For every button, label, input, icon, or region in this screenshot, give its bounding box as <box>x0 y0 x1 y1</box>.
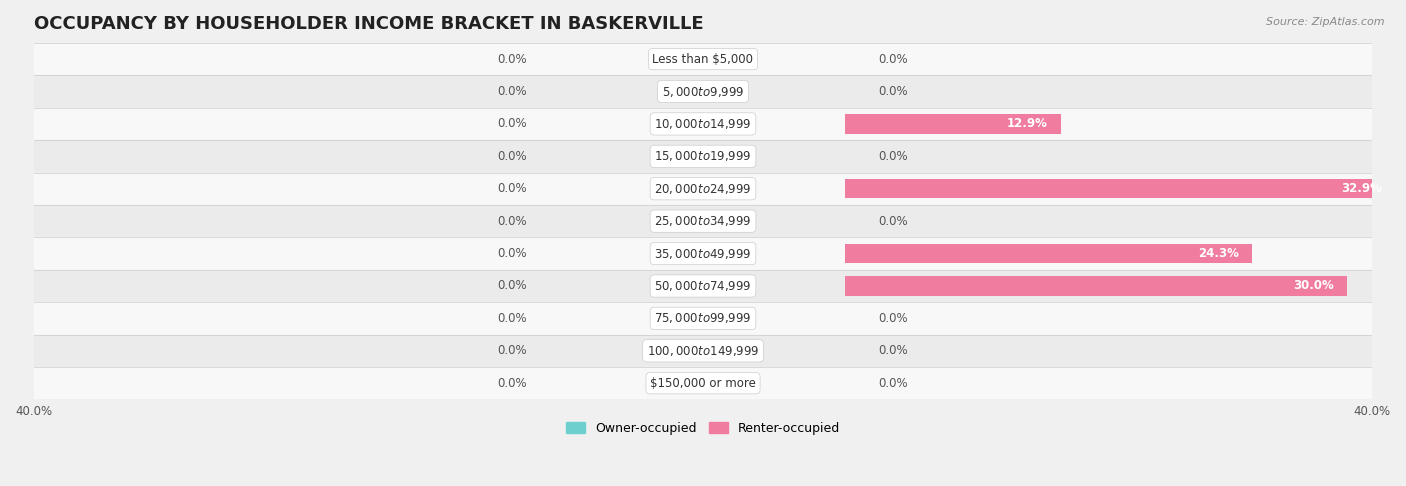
Text: 0.0%: 0.0% <box>879 312 908 325</box>
Text: $5,000 to $9,999: $5,000 to $9,999 <box>662 85 744 99</box>
Text: $10,000 to $14,999: $10,000 to $14,999 <box>654 117 752 131</box>
Bar <box>845 114 1062 134</box>
Bar <box>34 270 1372 302</box>
Text: 0.0%: 0.0% <box>498 52 527 66</box>
Bar <box>34 205 1372 237</box>
Legend: Owner-occupied, Renter-occupied: Owner-occupied, Renter-occupied <box>561 417 845 439</box>
Text: Less than $5,000: Less than $5,000 <box>652 52 754 66</box>
Text: 0.0%: 0.0% <box>498 118 527 130</box>
Text: 32.9%: 32.9% <box>1341 182 1382 195</box>
Text: 0.0%: 0.0% <box>498 344 527 357</box>
Bar <box>34 43 1372 75</box>
Bar <box>34 140 1372 173</box>
Text: 0.0%: 0.0% <box>879 377 908 390</box>
Text: 30.0%: 30.0% <box>1294 279 1334 293</box>
Bar <box>34 335 1372 367</box>
Text: 0.0%: 0.0% <box>498 279 527 293</box>
Text: $15,000 to $19,999: $15,000 to $19,999 <box>654 149 752 163</box>
Text: 0.0%: 0.0% <box>498 182 527 195</box>
Bar <box>34 75 1372 108</box>
Bar <box>34 367 1372 399</box>
Text: $150,000 or more: $150,000 or more <box>650 377 756 390</box>
Text: $35,000 to $49,999: $35,000 to $49,999 <box>654 246 752 260</box>
Text: 0.0%: 0.0% <box>879 85 908 98</box>
Text: OCCUPANCY BY HOUSEHOLDER INCOME BRACKET IN BASKERVILLE: OCCUPANCY BY HOUSEHOLDER INCOME BRACKET … <box>34 15 703 33</box>
Text: 0.0%: 0.0% <box>879 150 908 163</box>
Text: 0.0%: 0.0% <box>498 312 527 325</box>
Text: $25,000 to $34,999: $25,000 to $34,999 <box>654 214 752 228</box>
Text: 0.0%: 0.0% <box>498 215 527 227</box>
Bar <box>34 108 1372 140</box>
Text: 0.0%: 0.0% <box>498 247 527 260</box>
Bar <box>34 302 1372 335</box>
Text: 0.0%: 0.0% <box>879 344 908 357</box>
Text: 0.0%: 0.0% <box>498 150 527 163</box>
Bar <box>845 276 1347 295</box>
Bar <box>34 173 1372 205</box>
Text: $50,000 to $74,999: $50,000 to $74,999 <box>654 279 752 293</box>
Text: 0.0%: 0.0% <box>498 85 527 98</box>
Text: 12.9%: 12.9% <box>1007 118 1047 130</box>
Text: Source: ZipAtlas.com: Source: ZipAtlas.com <box>1267 17 1385 27</box>
Text: 0.0%: 0.0% <box>498 377 527 390</box>
Bar <box>845 244 1251 263</box>
Bar <box>34 237 1372 270</box>
Text: 0.0%: 0.0% <box>879 52 908 66</box>
Text: 24.3%: 24.3% <box>1198 247 1239 260</box>
Text: $75,000 to $99,999: $75,000 to $99,999 <box>654 312 752 326</box>
Bar <box>845 179 1396 198</box>
Text: 0.0%: 0.0% <box>879 215 908 227</box>
Text: $100,000 to $149,999: $100,000 to $149,999 <box>647 344 759 358</box>
Text: $20,000 to $24,999: $20,000 to $24,999 <box>654 182 752 196</box>
